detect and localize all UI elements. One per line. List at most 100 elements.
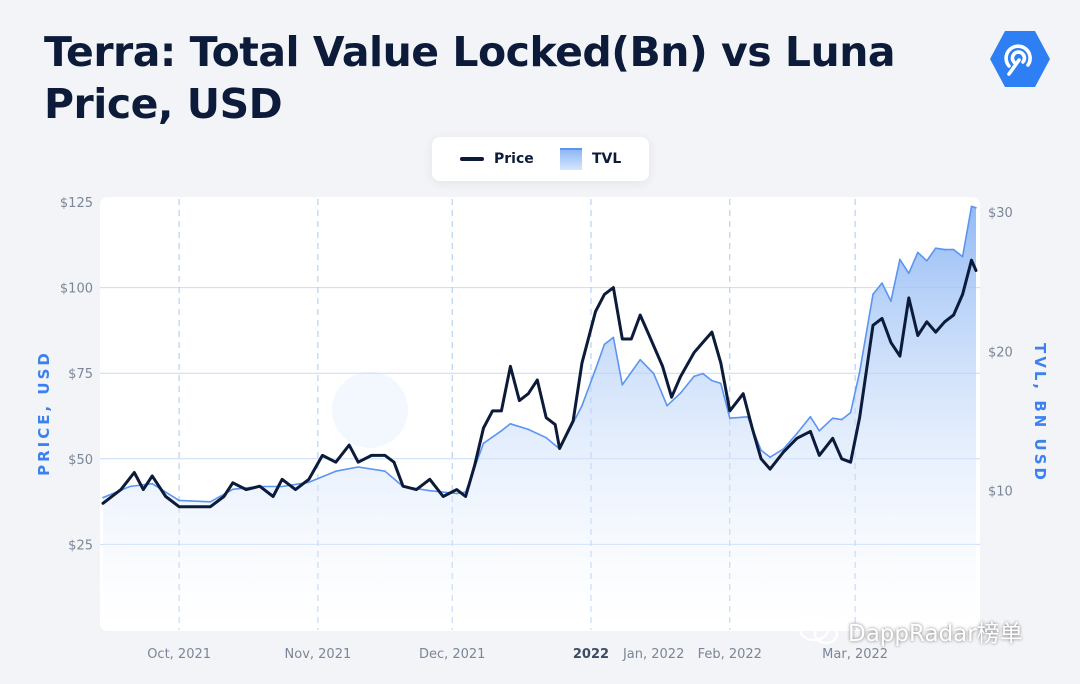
price-point <box>164 495 167 498</box>
tvl-point <box>943 248 946 251</box>
price-point <box>500 409 503 412</box>
tvl-point <box>720 382 722 385</box>
tvl-point <box>926 260 928 262</box>
price-point <box>142 488 145 491</box>
price-point <box>818 454 821 457</box>
tvl-point <box>232 488 234 491</box>
price-point <box>473 464 476 467</box>
tvl-point <box>639 358 641 361</box>
chart-title: Terra: Total Value Locked(Bn) vs Luna Pr… <box>44 28 896 128</box>
tvl-point <box>769 456 771 459</box>
price-point <box>670 396 673 399</box>
x-tick-label: 2022 <box>573 647 609 662</box>
y-axis-left-title: PRICE, USD <box>35 350 53 476</box>
tvl-point <box>908 272 910 275</box>
price-point <box>809 430 812 433</box>
price-point <box>554 423 557 426</box>
y-left-tick-label: $50 <box>68 453 93 468</box>
tvl-point <box>899 258 901 261</box>
price-point <box>679 375 682 378</box>
tvl-point <box>621 384 624 386</box>
price-point <box>119 488 122 491</box>
tvl-line <box>102 205 977 503</box>
tvl-point <box>679 392 682 394</box>
x-tick-label: Nov, 2021 <box>285 647 352 662</box>
legend-item-tvl[interactable]: TVL <box>560 137 621 181</box>
y-left-tick-label: $125 <box>60 196 93 211</box>
price-point <box>907 296 910 299</box>
price-point <box>545 416 548 419</box>
tvl-point <box>612 336 615 339</box>
tvl-point <box>335 470 337 473</box>
price-point <box>661 365 664 368</box>
price-point <box>393 461 395 464</box>
price-point <box>384 454 386 457</box>
tvl-point <box>666 404 668 407</box>
tvl-point <box>455 492 458 495</box>
y-left-tick-label: $100 <box>60 282 93 297</box>
y-right-tick-label: $20 <box>988 345 1013 360</box>
y-right-tick-label: $10 <box>988 485 1013 500</box>
x-tick-label: Dec, 2021 <box>419 647 486 662</box>
tvl-point <box>102 496 104 499</box>
price-point <box>307 478 310 481</box>
price-point <box>719 361 722 364</box>
price-point <box>603 293 606 296</box>
price-point <box>231 481 234 484</box>
price-point <box>934 331 937 334</box>
tvl-point <box>760 449 762 452</box>
tvl-point <box>961 255 964 258</box>
price-point <box>952 314 955 316</box>
price-point <box>581 361 583 364</box>
wechat-icon <box>798 616 839 645</box>
price-point <box>509 365 512 368</box>
price-point <box>348 444 351 447</box>
legend-item-price[interactable]: Price <box>460 137 534 181</box>
tvl-point <box>693 375 695 378</box>
y-left-tick-label: $75 <box>68 367 93 382</box>
tvl-point <box>796 432 798 435</box>
tvl-point <box>975 207 977 209</box>
price-point <box>612 286 615 289</box>
price-point <box>872 324 874 327</box>
price-point <box>710 331 713 334</box>
price-point <box>831 437 834 440</box>
tvl-point <box>308 481 310 484</box>
tvl-point <box>881 282 883 284</box>
price-point <box>916 334 919 337</box>
price-point <box>102 502 104 505</box>
price-point <box>402 485 404 488</box>
price-point <box>527 392 530 395</box>
tvl-point <box>890 300 892 303</box>
price-point <box>442 495 445 498</box>
price-point <box>728 409 731 412</box>
price-point <box>961 293 964 296</box>
price-point <box>760 457 763 460</box>
tvl-point <box>281 485 283 488</box>
tvl-point <box>429 489 431 492</box>
x-tick-label: Jan, 2022 <box>622 647 684 662</box>
legend-label-price: Price <box>494 151 534 167</box>
price-point <box>334 461 337 464</box>
tvl-point <box>527 428 530 431</box>
tvl-point <box>831 417 834 420</box>
price-point <box>693 351 695 354</box>
tvl-point <box>729 417 731 420</box>
chart-legend: Price TVL <box>432 137 649 181</box>
price-point <box>701 341 704 344</box>
tvl-point <box>809 416 812 418</box>
tvl-point <box>970 205 973 208</box>
price-point <box>925 320 928 323</box>
price-point <box>889 341 892 344</box>
tvl-point <box>849 411 852 414</box>
x-tick-label: Feb, 2022 <box>698 647 762 662</box>
tvl-point <box>509 423 512 425</box>
price-point <box>178 505 181 508</box>
price-point <box>849 461 852 464</box>
legend-label-tvl: TVL <box>592 151 622 167</box>
price-point <box>415 488 418 491</box>
price-point <box>258 485 261 488</box>
tvl-point <box>818 430 821 432</box>
tvl-point <box>581 404 583 407</box>
